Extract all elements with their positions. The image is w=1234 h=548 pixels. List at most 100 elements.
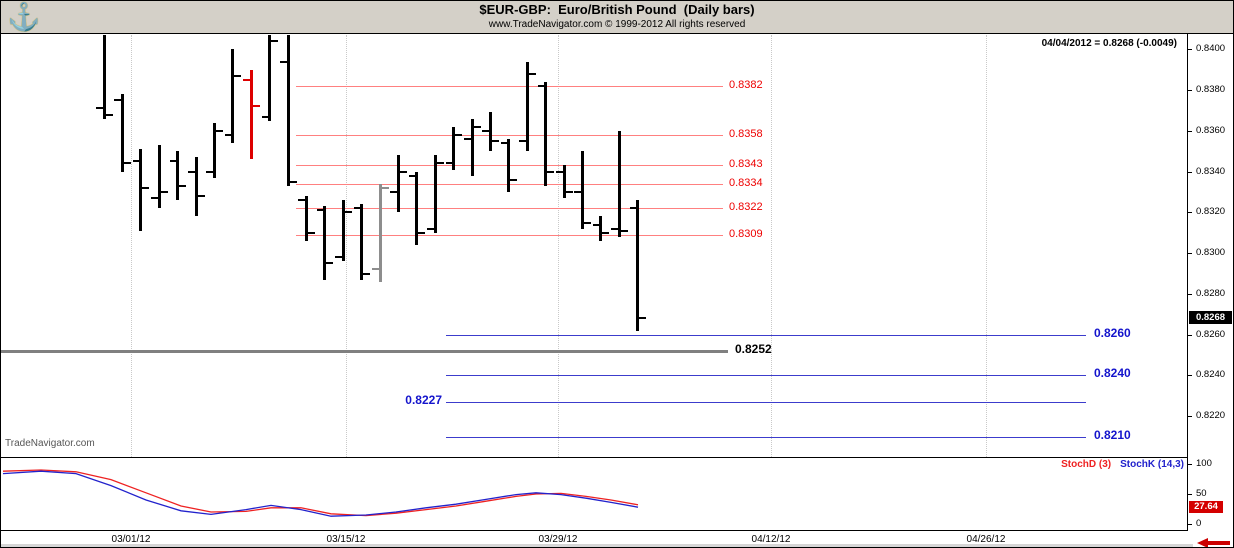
close-tick (528, 72, 536, 75)
open-tick (169, 160, 177, 163)
close-tick (363, 272, 371, 275)
ohlc-bar (378, 183, 382, 282)
close-tick (583, 221, 591, 224)
ohlc-bar (360, 204, 364, 280)
price-tick-mark (1188, 416, 1192, 418)
date-gridline (986, 35, 987, 457)
ohlc-bar (341, 200, 345, 262)
open-tick (427, 227, 435, 230)
resistance-label: 0.8358 (729, 127, 763, 140)
close-tick (142, 186, 150, 189)
scroll-left-arrow-icon[interactable] (1197, 537, 1233, 547)
support-label: 0.8210 (1094, 427, 1131, 442)
date-gridline (131, 35, 132, 457)
ohlc-bar (580, 151, 584, 229)
tradenavigator-anchor-logo: ⚓ (7, 2, 41, 32)
close-tick (179, 184, 187, 187)
scrollbar-track[interactable] (1, 544, 1193, 547)
resistance-label: 0.8322 (729, 201, 763, 214)
stochk-line (2, 470, 639, 517)
stoch-tick-mark (1188, 464, 1192, 465)
open-tick (261, 115, 269, 118)
ohlc-bar (212, 122, 216, 178)
close-tick (271, 40, 279, 43)
close-tick (234, 74, 242, 77)
stoch-tick-mark (1188, 524, 1192, 525)
open-tick (243, 78, 251, 81)
stochastic-panel: StochD (3) StochK (14,3) (1, 458, 1187, 531)
resistance-line (296, 134, 723, 136)
pivot-line (1, 349, 728, 353)
support-line (446, 375, 1086, 377)
close-tick (418, 231, 426, 234)
stochk-legend-label: StochK (14,3) (1120, 459, 1184, 470)
ohlc-bar (562, 165, 566, 199)
stochastic-plot (2, 469, 639, 517)
close-tick (510, 178, 518, 181)
stochastic-legend: StochD (3) StochK (14,3) (1061, 459, 1184, 470)
close-tick (160, 190, 168, 193)
open-tick (408, 174, 416, 177)
stoch-value-badge: 27.64 (1189, 501, 1223, 514)
close-tick (620, 229, 628, 232)
price-tick-mark (1188, 49, 1192, 51)
last-price-badge: 0.8268 (1189, 311, 1232, 325)
open-tick (556, 170, 563, 173)
ohlc-bar (176, 151, 180, 201)
open-tick (537, 84, 545, 87)
resistance-label: 0.8309 (729, 227, 763, 240)
price-tick-label: 0.8260 (1196, 328, 1226, 340)
support-label: 0.8227 (405, 392, 442, 407)
close-tick (602, 231, 610, 234)
resistance-label: 0.8343 (729, 158, 763, 171)
close-tick (344, 211, 352, 214)
quote-readout: 04/04/2012 = 0.8268 (-0.0049) (1041, 38, 1177, 49)
stoch-tick-mark (1188, 494, 1192, 495)
price-tick-mark (1188, 293, 1192, 295)
price-tick-label: 0.8320 (1196, 206, 1226, 218)
support-line (446, 436, 1086, 438)
close-tick (639, 317, 647, 320)
price-tick-mark (1188, 212, 1192, 214)
open-tick (298, 199, 306, 202)
support-label: 0.8260 (1094, 325, 1131, 340)
resistance-label: 0.8334 (729, 176, 763, 189)
date-label: 04/26/12 (966, 534, 1006, 545)
price-tick-mark (1188, 253, 1192, 255)
date-label: 03/01/12 (111, 534, 151, 545)
price-tick-label: 0.8220 (1196, 410, 1226, 422)
ohlc-bar (525, 61, 529, 152)
price-chart-panel: 0.8382 0.8358 0.8343 0.8334 0.8322 0.8309 0.82… (1, 35, 1187, 458)
close-tick (105, 113, 113, 116)
chart-title: $EUR-GBP: Euro/British Pound (Daily bars… (479, 2, 755, 17)
close-tick (215, 129, 223, 132)
axis-separator-line (1187, 34, 1188, 531)
open-tick (280, 60, 287, 63)
open-tick (519, 140, 527, 142)
resistance-line (296, 234, 723, 236)
open-tick (611, 227, 619, 230)
price-tick-mark (1188, 334, 1192, 336)
open-tick (316, 209, 324, 212)
ohlc-bar (157, 145, 161, 209)
ohlc-bar (433, 155, 437, 233)
price-tick-label: 0.8380 (1196, 84, 1226, 96)
close-tick (197, 195, 205, 198)
close-tick (436, 162, 444, 165)
watermark-text: TradeNavigator.com (5, 438, 95, 449)
open-tick (224, 133, 232, 136)
price-tick-mark (1188, 130, 1192, 132)
ohlc-bar (396, 155, 400, 213)
ohlc-bar (304, 196, 308, 241)
date-label: 04/12/12 (751, 534, 791, 545)
arrow-tail (1208, 540, 1230, 545)
close-tick (473, 125, 481, 128)
close-tick (252, 105, 260, 108)
ohlc-bar (249, 69, 253, 160)
date-gridline (771, 35, 772, 457)
stoch-tick-label: 0 (1196, 518, 1202, 529)
ohlc-bar (617, 130, 621, 237)
resistance-label: 0.8382 (729, 78, 763, 91)
open-tick (445, 162, 453, 165)
price-tick-label: 0.8400 (1196, 43, 1226, 55)
